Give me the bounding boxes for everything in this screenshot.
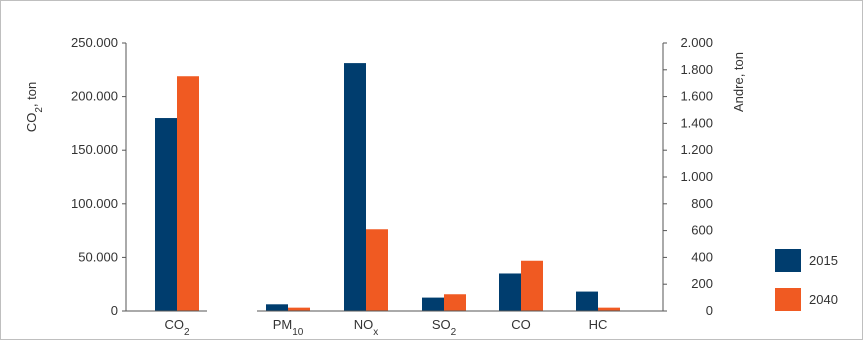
- legend-label-2040: 2040: [809, 292, 838, 307]
- right-axis-tick-label: 1.800: [680, 62, 713, 77]
- right-axis-tick-label: 2.000: [680, 35, 713, 50]
- right-axis-title: Andre, ton: [731, 52, 746, 112]
- bar-co-2015: [499, 273, 521, 311]
- left-axis-title: CO2, ton: [24, 82, 45, 132]
- bar-hc-2040: [598, 307, 620, 311]
- category-label: PM10: [273, 317, 304, 338]
- bars-layer: [155, 63, 620, 312]
- category-label: HC: [589, 317, 608, 332]
- right-axis-tick-label: 800: [691, 196, 713, 211]
- legend-swatch-2015: [775, 249, 801, 272]
- legend-swatch-2040: [775, 288, 801, 311]
- right-axis-tick-label: 0: [706, 303, 713, 318]
- bar-pm10-2040: [288, 307, 310, 311]
- right-axis-tick-label: 1.400: [680, 115, 713, 130]
- left-axis-tick-label: 150.000: [71, 142, 118, 157]
- category-label: NOx: [354, 317, 379, 338]
- right-axis-tick-label: 400: [691, 249, 713, 264]
- bar-so2-2015: [422, 297, 444, 311]
- bar-hc-2015: [576, 291, 598, 311]
- left-axis-tick-label: 100.000: [71, 196, 118, 211]
- right-axis-tick-label: 200: [691, 276, 713, 291]
- bar-co2-2015: [155, 118, 177, 311]
- left-axis-tick-label: 0: [111, 303, 118, 318]
- legend-label-2015: 2015: [809, 253, 838, 268]
- right-axis-tick-label: 1.600: [680, 89, 713, 104]
- bar-co-2040: [521, 260, 543, 311]
- right-axis-tick-label: 1.000: [680, 169, 713, 184]
- category-label: SO2: [432, 317, 457, 338]
- category-label: CO2: [164, 317, 190, 338]
- axes-layer: 0 50.000 100.000 150.000 200.000 250.000 CO2, …: [24, 35, 746, 338]
- left-axis-tick-label: 200.000: [71, 89, 118, 104]
- bar-so2-2040: [444, 294, 466, 311]
- left-axis-tick-label: 250.000: [71, 35, 118, 50]
- bar-pm10-2015: [266, 304, 288, 311]
- category-label: CO: [511, 317, 531, 332]
- right-axis-tick-label: 600: [691, 223, 713, 238]
- right-axis-tick-label: 1.200: [680, 142, 713, 157]
- bar-co2-2040: [177, 76, 199, 312]
- bar-nox-2040: [366, 229, 388, 311]
- bar-nox-2015: [344, 63, 366, 311]
- legend: 2015 2040: [775, 249, 838, 311]
- left-axis-tick-label: 50.000: [78, 249, 118, 264]
